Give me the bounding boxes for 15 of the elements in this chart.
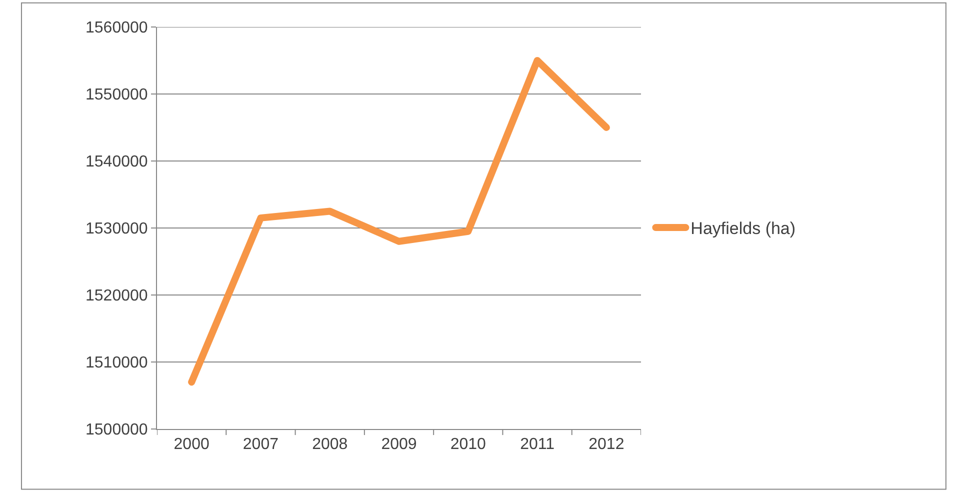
x-tick-label: 2007 (242, 436, 279, 454)
y-tick-label: 1540000 (86, 154, 148, 171)
y-tick-label: 1500000 (86, 422, 148, 439)
y-tick-label: 1550000 (86, 86, 148, 104)
x-tick-label: 2008 (312, 436, 348, 454)
y-tick-label: 1530000 (86, 220, 148, 238)
y-tick-label: 1520000 (86, 288, 148, 305)
y-tick-label: 1560000 (86, 20, 148, 37)
x-tick-label: 2009 (381, 436, 417, 454)
x-tick-label: 2010 (450, 436, 486, 454)
x-tick-label: 2011 (520, 436, 555, 454)
x-tick-label: 2000 (174, 436, 210, 454)
x-tick-label: 2012 (588, 436, 624, 454)
y-tick-label: 1510000 (86, 354, 148, 372)
legend-label: Hayfields (ha) (690, 219, 796, 238)
